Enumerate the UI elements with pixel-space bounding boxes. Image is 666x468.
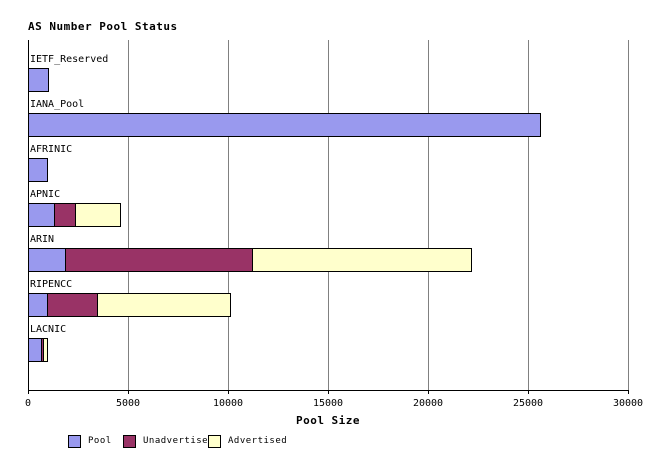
category-label: AFRINIC — [30, 144, 73, 155]
legend-item-unadvertised: Unadvertised — [123, 434, 215, 448]
gridline — [528, 40, 529, 390]
bar-segment-pool — [28, 68, 49, 92]
gridline — [128, 40, 129, 390]
x-tickmark — [228, 390, 229, 394]
gridline — [328, 40, 329, 390]
gridline — [228, 40, 229, 390]
category-label: RIPENCC — [30, 279, 73, 290]
gridline — [428, 40, 429, 390]
legend-item-advertised: Advertised — [208, 434, 288, 448]
x-tick-label: 30000 — [612, 398, 644, 409]
bar-segment-pool — [28, 293, 48, 317]
category-label: ARIN — [30, 234, 55, 245]
bar-segment-pool — [28, 158, 48, 182]
x-tick-label: 25000 — [512, 398, 544, 409]
category-label: APNIC — [30, 189, 61, 200]
bar-segment-unadvertised — [54, 203, 76, 227]
bar-segment-pool — [28, 203, 55, 227]
x-tick-label: 0 — [24, 398, 32, 409]
legend-label: Pool — [88, 436, 112, 446]
legend-swatch-advertised — [208, 434, 221, 448]
x-tick-label: 20000 — [412, 398, 444, 409]
gridline — [628, 40, 629, 390]
legend-swatch-unadvertised — [123, 434, 136, 448]
bar-segment-pool — [28, 113, 541, 137]
bar-segment-pool — [28, 338, 42, 362]
x-tickmark — [128, 390, 129, 394]
x-tick-label: 15000 — [312, 398, 344, 409]
bar-segment-advertised — [75, 203, 121, 227]
x-tick-label: 5000 — [115, 398, 141, 409]
bar-segment-unadvertised — [47, 293, 98, 317]
bar-segment-pool — [28, 248, 66, 272]
category-label: IANA_Pool — [30, 99, 85, 110]
x-tickmark — [28, 390, 29, 394]
x-tickmark — [428, 390, 429, 394]
x-tickmark — [328, 390, 329, 394]
bar-segment-advertised — [97, 293, 231, 317]
x-axis-line — [28, 390, 629, 391]
bar-segment-advertised — [252, 248, 472, 272]
x-axis-title: Pool Size — [295, 414, 361, 427]
legend-item-pool: Pool — [68, 434, 112, 448]
x-tickmark — [628, 390, 629, 394]
legend-label: Advertised — [228, 436, 288, 446]
legend-label: Unadvertised — [143, 436, 215, 446]
x-tick-label: 10000 — [212, 398, 244, 409]
bar-segment-unadvertised — [65, 248, 253, 272]
category-label: LACNIC — [30, 324, 67, 335]
legend-swatch-pool — [68, 434, 81, 448]
category-label: IETF_Reserved — [30, 54, 109, 65]
bar-segment-advertised — [43, 338, 48, 362]
x-tickmark — [528, 390, 529, 394]
chart-title: AS Number Pool Status — [28, 20, 178, 33]
